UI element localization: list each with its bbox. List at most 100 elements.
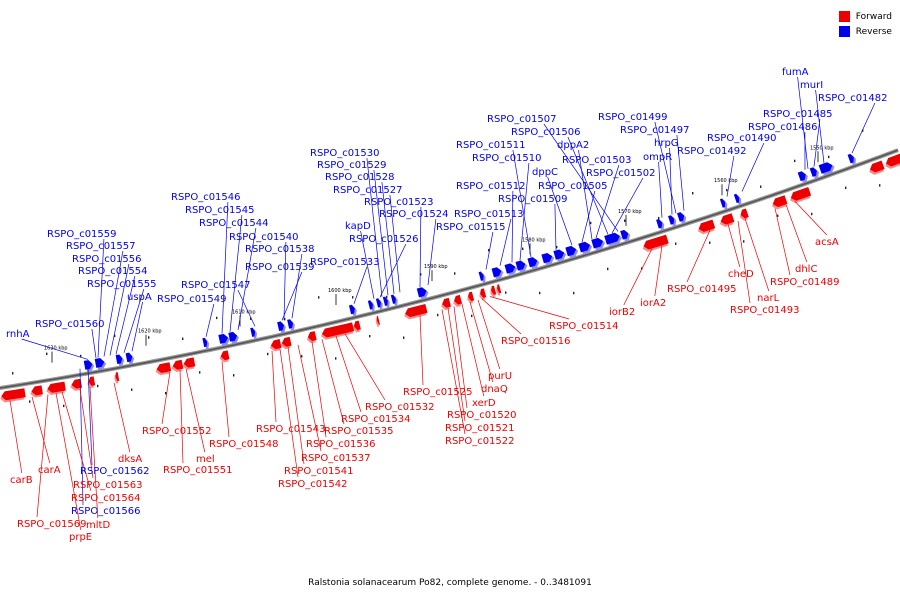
gene-label: RSPO_c01497	[620, 125, 690, 136]
gene-label: RSPO_c01535	[324, 426, 394, 437]
gene-label: RSPO_c01513	[454, 209, 524, 220]
forward-gene-block	[467, 291, 475, 304]
gene-label: RSPO_c01545	[185, 205, 255, 216]
feature-mark	[709, 241, 711, 244]
label-leader-line	[737, 220, 751, 304]
gene-label: RSPO_c01499	[598, 112, 668, 123]
feature-mark	[369, 335, 371, 338]
label-leader-line	[785, 204, 808, 263]
reverse-gene-block	[541, 252, 555, 265]
label-leader-line	[291, 253, 303, 319]
gene-label: RSPO_c01541	[284, 466, 354, 477]
feature-mark	[386, 295, 388, 299]
label-leader-line	[581, 190, 596, 243]
gene-label: RSPO_c01556	[72, 254, 142, 265]
gene-label: RSPO_c01551	[163, 465, 233, 476]
feature-mark	[318, 296, 320, 299]
gene-label: RSPO_c01492	[677, 146, 747, 157]
kbp-tick-label: 1620 kbp	[138, 329, 162, 335]
gene-label: dppA2	[557, 140, 589, 151]
label-leader-line	[543, 123, 619, 232]
gene-blocks	[0, 153, 900, 403]
gene-block	[183, 357, 196, 368]
label-leader-line	[373, 169, 389, 296]
gene-label: RSPO_c01524	[379, 209, 449, 220]
feature-mark	[233, 374, 235, 377]
forward-gene-block	[114, 372, 120, 384]
gene-block	[115, 372, 120, 382]
label-leader-line	[489, 296, 570, 320]
gene-label: iorB2	[609, 307, 635, 318]
forward-gene-block	[353, 320, 361, 333]
genome-backbone	[0, 148, 899, 391]
label-leader-line	[481, 298, 522, 335]
label-leader-line	[205, 303, 215, 337]
reverse-gene-block	[348, 304, 357, 316]
gene-block	[733, 193, 740, 204]
label-leader-line	[185, 368, 206, 453]
gene-label: RSPO_c01544	[199, 218, 269, 229]
forward-gene-block	[70, 378, 83, 391]
kbp-tick-label: 1590 kbp	[424, 264, 448, 270]
gene-label: RSPO_c01533	[310, 257, 380, 268]
label-leader-line	[61, 391, 92, 492]
gene-block	[281, 336, 292, 347]
gene-block	[553, 249, 565, 260]
gene-label: RSPO_c01554	[78, 266, 148, 277]
feature-mark	[556, 245, 558, 249]
gene-label: carA	[38, 465, 61, 476]
feature-mark	[743, 240, 745, 243]
label-leader-line	[595, 164, 620, 239]
forward-gene-block	[171, 359, 184, 373]
gene-block	[772, 195, 788, 207]
forward-gene-block	[320, 322, 355, 340]
label-leader-line	[578, 149, 593, 240]
label-leader-line	[658, 161, 663, 218]
reverse-swatch	[838, 26, 850, 37]
gene-label: RSPO_c01510	[472, 153, 542, 164]
backbone-line	[0, 149, 899, 389]
label-leader-line	[469, 301, 494, 383]
reverse-gene-block	[416, 287, 429, 299]
gene-label: RSPO_c01548	[209, 439, 279, 450]
gene-block	[307, 331, 317, 341]
feature-mark	[250, 317, 252, 320]
label-leader-line	[654, 245, 663, 297]
gene-label: RSPO_c01503	[562, 155, 632, 166]
forward-gene-block	[790, 187, 812, 204]
gene-block	[620, 229, 629, 240]
forward-gene-block	[869, 160, 885, 175]
label-leader-line	[727, 224, 741, 268]
feature-mark	[641, 267, 643, 270]
label-leader-line	[31, 396, 51, 464]
feature-mark	[828, 155, 830, 159]
label-leader-line	[281, 271, 303, 321]
gene-label: RSPO_c01526	[349, 234, 419, 245]
feature-mark	[46, 352, 48, 355]
gene-label: mltD	[86, 520, 110, 531]
feature-mark	[539, 291, 541, 295]
feature-mark	[97, 384, 99, 388]
label-leader-line	[9, 400, 23, 474]
gene-label: RSPO_c01515	[436, 222, 506, 233]
gene-block	[565, 245, 577, 257]
gene-label: RSPO_c01563	[73, 480, 143, 491]
label-leader-line	[511, 190, 514, 263]
label-leader-line	[519, 162, 530, 261]
gene-label: RSPO_c01528	[325, 172, 395, 183]
reverse-gene-block	[478, 271, 486, 283]
forward-gene-block	[771, 195, 788, 210]
gene-label: rnhA	[6, 329, 30, 340]
kbp-tick-label: 1580 kbp	[522, 237, 546, 243]
feature-mark	[148, 336, 150, 339]
feature-mark	[692, 192, 694, 195]
gene-block	[367, 300, 373, 310]
gene-block	[125, 352, 133, 363]
gene-label: RSPO_c01529	[317, 160, 387, 171]
label-leader-line	[287, 347, 305, 465]
gene-block	[698, 219, 716, 232]
label-leader-line	[79, 388, 94, 479]
label-leader-line	[427, 218, 437, 286]
gene-label: RSPO_c01489	[770, 277, 840, 288]
gene-block	[94, 358, 105, 368]
